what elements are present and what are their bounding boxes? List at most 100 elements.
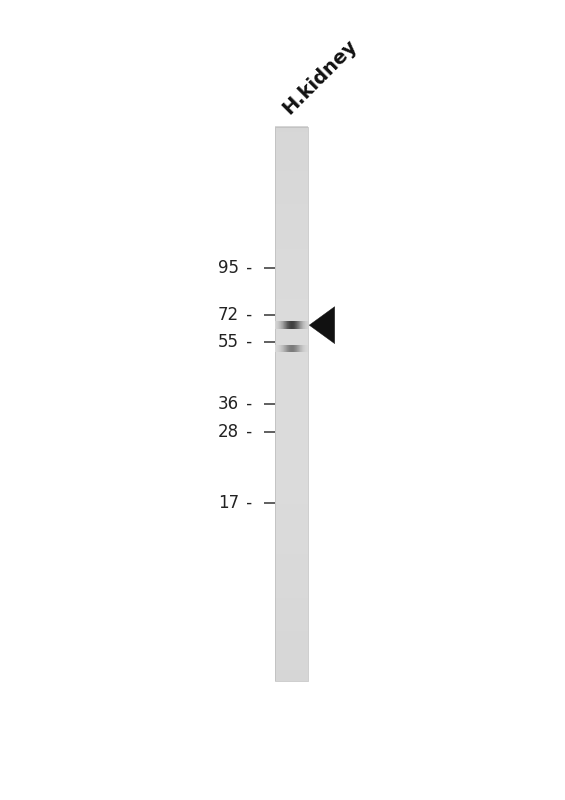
Bar [275, 215, 308, 221]
Bar [275, 293, 308, 298]
Bar [275, 337, 308, 343]
Bar [275, 542, 308, 548]
Bar [275, 326, 308, 332]
Bar [275, 370, 308, 376]
Bar [275, 265, 308, 271]
Bar [275, 492, 308, 498]
Bar [275, 320, 308, 326]
Bar [275, 442, 308, 448]
Bar [275, 204, 308, 210]
Text: -: - [241, 494, 253, 511]
Bar [275, 570, 308, 576]
Bar [275, 226, 308, 232]
Bar [275, 210, 308, 215]
Text: -: - [241, 259, 253, 278]
Bar [275, 237, 308, 243]
Bar [275, 309, 308, 315]
Bar [275, 276, 308, 282]
Bar [275, 454, 308, 459]
Bar [275, 154, 308, 160]
Bar [275, 159, 308, 166]
Bar [275, 537, 308, 542]
Bar [275, 359, 308, 365]
Bar [275, 592, 308, 598]
Text: -: - [241, 334, 253, 351]
Bar [275, 514, 308, 521]
Bar [275, 420, 308, 426]
Bar [275, 287, 308, 293]
Bar [275, 126, 308, 132]
Text: -: - [241, 422, 253, 441]
Bar [275, 242, 308, 249]
Text: 36: 36 [218, 395, 239, 413]
Polygon shape [309, 306, 334, 344]
Bar [275, 598, 308, 603]
Bar [275, 664, 308, 670]
Bar [275, 581, 308, 587]
Bar [275, 509, 308, 515]
Bar [275, 348, 308, 354]
Bar [275, 459, 308, 465]
Bar [275, 182, 308, 188]
Bar [275, 342, 308, 349]
Bar [275, 614, 308, 620]
Bar [275, 547, 308, 554]
Bar [275, 414, 308, 421]
Bar [275, 630, 308, 637]
Text: 55: 55 [218, 334, 239, 351]
Bar [275, 365, 308, 370]
Bar [275, 670, 308, 676]
Bar [275, 176, 308, 182]
Bar [275, 586, 308, 593]
Bar [275, 437, 308, 443]
Bar [275, 481, 308, 487]
Bar [275, 193, 308, 199]
Bar [275, 127, 308, 682]
Bar [275, 132, 308, 138]
Bar [275, 259, 308, 266]
Bar [275, 221, 308, 226]
Bar [275, 564, 308, 570]
Text: 95: 95 [218, 259, 239, 278]
Bar [275, 470, 308, 476]
Bar [275, 248, 308, 254]
Bar [275, 198, 308, 205]
Bar [275, 553, 308, 559]
Bar [275, 609, 308, 614]
Bar [275, 270, 308, 277]
Bar [275, 636, 308, 642]
Text: -: - [241, 395, 253, 413]
Bar [275, 520, 308, 526]
Bar [275, 354, 308, 360]
Bar [275, 464, 308, 470]
Bar [275, 625, 308, 631]
Text: 72: 72 [218, 306, 239, 324]
Bar [275, 603, 308, 609]
Bar [275, 148, 308, 154]
Bar [275, 282, 308, 287]
Bar [275, 331, 308, 338]
Text: -: - [241, 306, 253, 324]
Bar [275, 658, 308, 665]
Bar [275, 386, 308, 393]
Bar [275, 143, 308, 149]
Bar [275, 398, 308, 404]
Bar [275, 448, 308, 454]
Bar [275, 165, 308, 171]
Bar [275, 503, 308, 510]
Bar [275, 298, 308, 304]
Bar [275, 531, 308, 537]
Bar [275, 231, 308, 238]
Text: 28: 28 [218, 422, 239, 441]
Bar [275, 303, 308, 310]
Bar [275, 647, 308, 654]
Bar [275, 170, 308, 177]
Bar [275, 475, 308, 482]
Bar [275, 486, 308, 493]
Bar [275, 426, 308, 432]
Bar [275, 392, 308, 398]
Bar [275, 138, 308, 143]
Bar [275, 498, 308, 504]
Bar [275, 382, 308, 387]
Bar [275, 642, 308, 648]
